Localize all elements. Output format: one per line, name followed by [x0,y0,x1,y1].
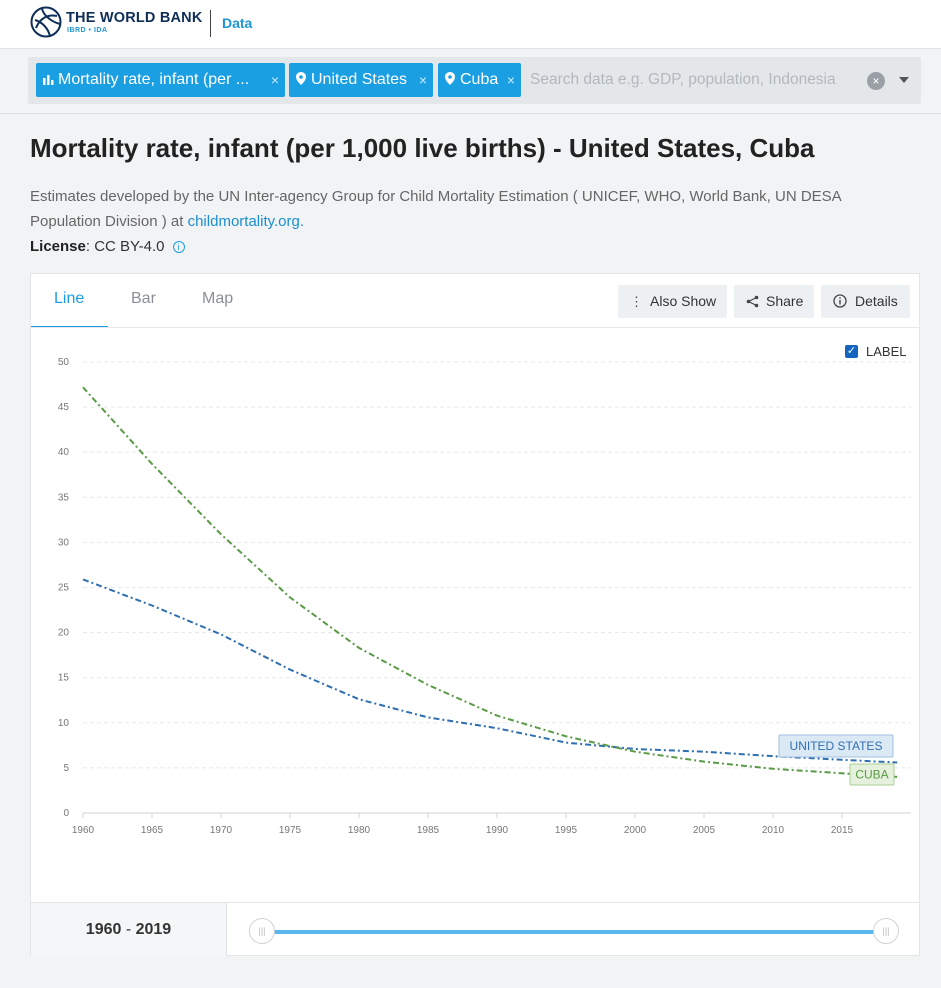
chip-remove-icon[interactable]: × [418,72,427,88]
source-link[interactable]: childmortality.org. [187,213,305,230]
x-tick-label: 1965 [141,825,164,836]
kebab-menu-icon: ⋮ [630,294,643,309]
y-tick-label: 20 [58,628,70,639]
tab-bar[interactable]: Bar [131,290,156,307]
x-tick-label: 2015 [831,825,854,836]
range-slider-track[interactable] [263,930,885,934]
chip-remove-icon[interactable]: × [270,72,279,88]
license-value: : CC BY-4.0 [85,238,165,255]
range-start-handle[interactable]: ||| [249,918,275,944]
x-tick-label: 1985 [417,825,440,836]
x-tick-label: 2010 [762,825,785,836]
x-tick-label: 1970 [210,825,233,836]
series-label-cuba: CUBA [855,768,888,782]
y-tick-label: 50 [58,357,70,368]
also-show-button[interactable]: ⋮ Also Show [618,285,727,318]
indicator-description: Estimates developed by the UN Inter-agen… [30,184,890,234]
indicator-chip[interactable]: Mortality rate, infant (per ... × [36,63,285,97]
label-toggle-text: LABEL [866,344,907,359]
license-line: License: CC BY-4.0 i [30,238,185,255]
also-show-label: Also Show [650,293,717,309]
series-label-box-united-states [778,734,894,758]
y-tick-label: 45 [58,402,70,413]
y-tick-label: 5 [63,763,69,774]
x-tick-label: 1960 [72,825,95,836]
range-start: 1960 [85,921,122,938]
y-tick-label: 25 [58,583,70,594]
x-tick-label: 1995 [555,825,578,836]
data-nav-link[interactable]: Data [222,15,253,31]
series-line-united-states [82,578,898,764]
chip-label: Mortality rate, infant (per ... [58,71,250,88]
tab-map[interactable]: Map [202,290,234,307]
chip-label: Cuba [460,71,499,88]
y-tick-label: 10 [58,718,70,729]
license-label: License [30,238,86,255]
country-chip-cuba[interactable]: Cuba × [438,63,521,97]
bar-chart-icon [43,63,54,97]
tabs-divider [31,327,919,328]
line-chart: 0 5 10 15 20 25 30 35 40 45 50 1960 1965 1970 1975 1980… [58,357,911,836]
map-pin-icon [296,63,306,97]
info-circle-icon [833,285,847,318]
y-tick-label: 15 [58,673,70,684]
page-separator [0,113,941,114]
brand-name[interactable]: THE WORLD BANK [66,10,203,26]
year-range-bar: 1960 - 2019 ||| ||| [31,902,919,957]
tab-line[interactable]: Line [54,290,85,307]
chip-label: United States [311,71,408,88]
range-separator: - [121,921,136,938]
share-icon [746,285,759,318]
checkbox-checked-icon[interactable]: ✓ [845,345,858,358]
share-button[interactable]: Share [734,285,814,318]
x-tick-label: 2000 [624,825,647,836]
series-label-united-states: UNITED STATES [790,739,883,753]
info-icon[interactable]: i [172,241,185,253]
series-label-box-cuba [849,763,895,786]
y-tick-label: 35 [58,492,70,503]
header-divider [210,10,211,37]
y-tick-label: 30 [58,537,70,548]
y-tick-label: 40 [58,447,70,458]
x-tick-label: 1975 [279,825,302,836]
chip-remove-icon[interactable]: × [506,72,515,88]
x-tick-label: 1990 [486,825,509,836]
share-label: Share [766,293,804,309]
filter-bar: Mortality rate, infant (per ... × United… [28,57,921,104]
country-chip-united-states[interactable]: United States × [289,63,433,97]
details-label: Details [855,293,898,309]
y-tick-label: 0 [63,808,69,819]
range-end-handle[interactable]: ||| [873,918,899,944]
description-text: Estimates developed by the UN Inter-agen… [30,188,841,230]
clear-icon[interactable]: × [867,72,885,90]
x-tick-label: 2005 [693,825,716,836]
details-button[interactable]: Details [821,285,910,318]
chart-panel: Line Bar Map ⋮ Also Show Share Details 0… [30,273,920,957]
map-pin-icon [445,63,455,97]
x-tick-label: 1980 [348,825,371,836]
top-bar: THE WORLD BANK IBRD • IDA Data [0,0,941,49]
year-range-label: 1960 - 2019 [31,903,227,957]
world-bank-logo-icon[interactable] [30,6,62,38]
series-line-cuba [82,386,898,778]
page-title: Mortality rate, infant (per 1,000 live b… [30,133,815,163]
chevron-down-icon[interactable] [899,77,909,83]
brand-subtitle: IBRD • IDA [67,27,108,34]
search-input[interactable]: Search data e.g. GDP, population, Indone… [530,71,836,88]
range-end: 2019 [135,921,172,938]
